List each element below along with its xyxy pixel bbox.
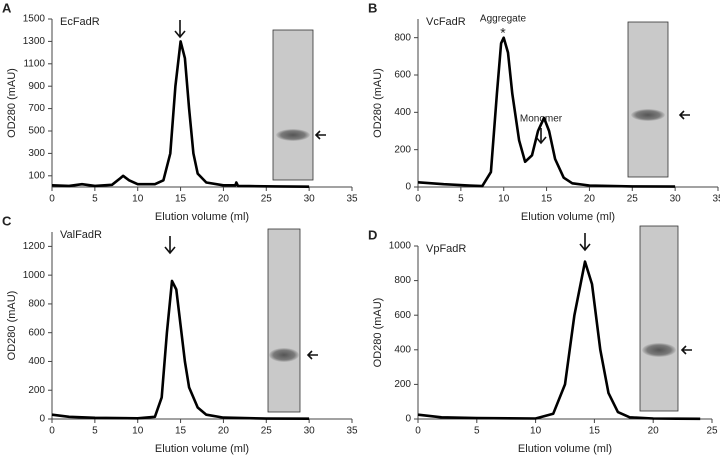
data-line [417, 260, 701, 421]
x-axis-label: Elution volume (ml) [521, 211, 615, 223]
annotation: Monomer [520, 114, 563, 125]
y-tick-label: 0 [39, 414, 45, 425]
x-tick-label: 10 [132, 194, 144, 205]
y-tick-label: 600 [28, 327, 45, 338]
x-tick-label: 35 [346, 426, 358, 437]
y-tick-label: 400 [28, 356, 45, 367]
x-tick-label: 30 [670, 194, 682, 205]
x-tick-label: 25 [706, 426, 718, 437]
x-tick-label: 10 [530, 426, 542, 437]
peak-arrow [164, 20, 591, 255]
x-tick-label: 15 [175, 426, 187, 437]
y-tick-label: 400 [394, 107, 411, 118]
y-tick-label: 600 [394, 70, 411, 81]
x-tick-label: 0 [49, 426, 55, 437]
x-tick-label: 25 [261, 426, 273, 437]
x-tick-label: 30 [304, 426, 316, 437]
x-tick-label: 5 [474, 426, 480, 437]
chart-title: ValFadR [60, 229, 102, 241]
panel-label: A [2, 0, 12, 15]
y-tick-label: 900 [28, 81, 45, 92]
x-tick-label: 15 [175, 194, 187, 205]
y-tick-label: 1200 [23, 241, 46, 252]
panel-label: D [368, 227, 377, 242]
data-line [417, 36, 676, 188]
x-tick-label: 20 [584, 194, 596, 205]
x-tick-label: 35 [712, 194, 720, 205]
y-tick-label: 800 [394, 32, 411, 43]
data-line [51, 40, 310, 188]
x-axis-label: Elution volume (ml) [155, 443, 249, 455]
x-tick-label: 0 [415, 426, 421, 437]
x-tick-label: 5 [458, 194, 464, 205]
y-tick-label: 600 [394, 310, 411, 321]
x-tick-label: 0 [49, 194, 55, 205]
y-tick-label: 200 [394, 144, 411, 155]
chart-title: VpFadR [426, 243, 466, 255]
x-tick-label: 30 [304, 194, 316, 205]
y-tick-label: 1300 [23, 36, 46, 47]
panel-label: B [368, 0, 377, 15]
x-tick-label: 20 [218, 194, 230, 205]
chart-title: EcFadR [60, 16, 100, 28]
y-tick-label: 100 [28, 170, 45, 181]
x-tick-label: 20 [218, 426, 230, 437]
y-tick-label: 0 [405, 414, 411, 425]
y-tick-label: 800 [28, 299, 45, 310]
y-tick-label: 300 [28, 148, 45, 159]
x-axis-label: Elution volume (ml) [155, 211, 249, 223]
y-tick-label: 1000 [389, 241, 412, 252]
y-tick-label: 1100 [23, 58, 45, 69]
y-tick-label: 0 [405, 182, 411, 193]
data-line [51, 279, 310, 420]
y-axis-label: OD280 (mAU) [6, 291, 18, 361]
x-tick-label: 5 [92, 426, 98, 437]
y-axis-label: OD280 (mAU) [372, 298, 384, 368]
y-tick-label: 700 [28, 103, 45, 114]
y-tick-label: 200 [394, 379, 411, 390]
x-tick-label: 20 [648, 426, 660, 437]
x-tick-label: 15 [589, 426, 601, 437]
y-tick-label: 1000 [23, 270, 46, 281]
annotation: * [500, 25, 506, 41]
x-tick-label: 10 [498, 194, 510, 205]
y-tick-label: 800 [394, 275, 411, 286]
x-axis-label: Elution volume (ml) [518, 443, 612, 455]
x-tick-label: 5 [92, 194, 98, 205]
annotation: Aggregate [480, 14, 527, 25]
x-tick-label: 25 [627, 194, 639, 205]
y-tick-label: 500 [28, 126, 45, 137]
y-tick-label: 1500 [23, 14, 46, 25]
x-tick-label: 25 [261, 194, 273, 205]
x-tick-label: 10 [132, 426, 144, 437]
x-tick-label: 15 [541, 194, 553, 205]
y-axis-label: OD280 (mAU) [372, 68, 384, 138]
y-tick-label: 200 [28, 385, 45, 396]
x-tick-label: 35 [346, 194, 358, 205]
y-axis-label: OD280 (mAU) [6, 68, 18, 138]
y-tick-label: 400 [394, 344, 411, 355]
panel-label: C [2, 213, 12, 228]
x-tick-label: 0 [415, 194, 421, 205]
gel-inset [267, 21, 692, 413]
chart-title: VcFadR [426, 16, 466, 28]
